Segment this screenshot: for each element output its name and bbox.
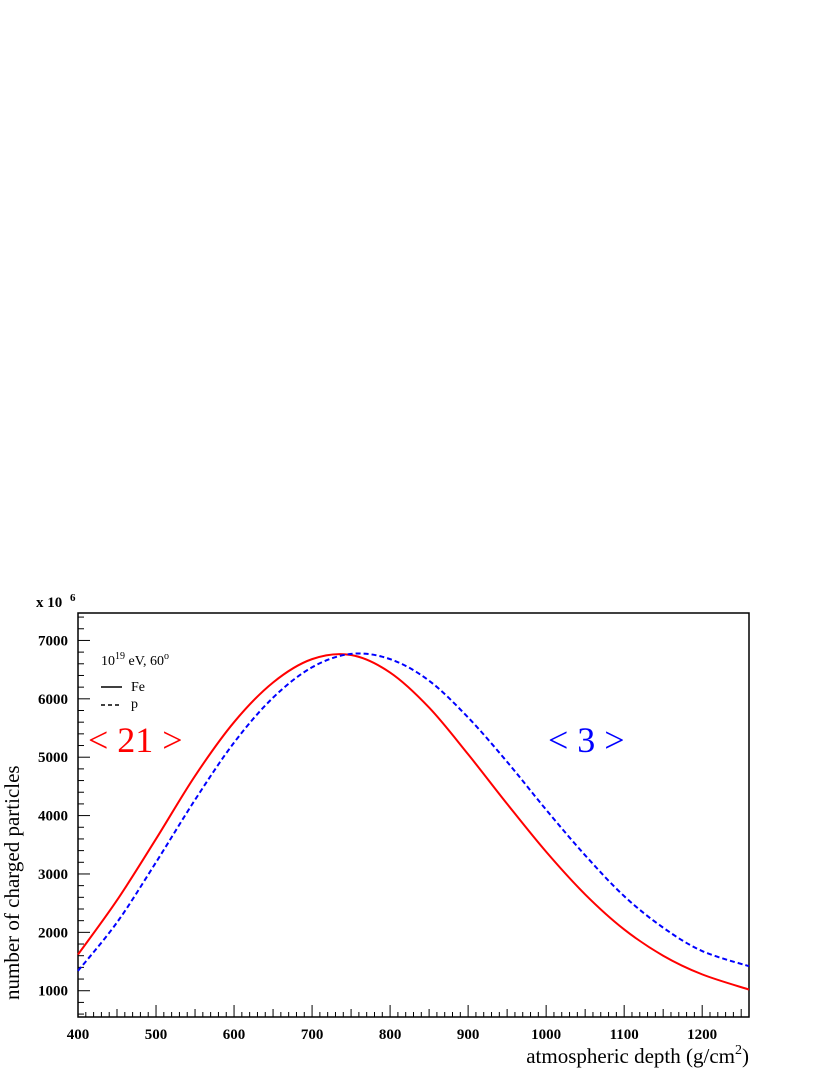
x-tick-label: 900 — [457, 1027, 480, 1043]
series-layer — [77, 652, 750, 991]
axis-ticks — [77, 616, 750, 1017]
y-multiplier: x 10 6 — [36, 592, 76, 611]
legend-title: 1019 eV, 60o — [101, 651, 169, 669]
x-tick-label: 500 — [145, 1027, 168, 1043]
x-axis-title-main: atmospheric depth (g/cm — [526, 1044, 735, 1068]
y-tick-label: 2000 — [38, 925, 68, 941]
y-multiplier-prefix: x 10 — [36, 595, 62, 611]
series-line-p — [77, 652, 750, 972]
y-tick-label: 4000 — [38, 809, 68, 825]
x-tick-label: 1000 — [531, 1027, 561, 1043]
x-tick-label: 800 — [379, 1027, 402, 1043]
annotation-p-ratio: < 3 > — [548, 720, 625, 760]
legend-label-fe: Fe — [131, 680, 145, 695]
x-axis-title: atmospheric depth (g/cm2) — [526, 1043, 749, 1068]
x-tick-label: 600 — [223, 1027, 246, 1043]
legend-label-p: p — [131, 697, 138, 712]
x-tick-label: 1100 — [610, 1027, 639, 1043]
legend: 1019 eV, 60o Fe p — [101, 651, 169, 712]
y-multiplier-exp: 6 — [70, 592, 76, 604]
x-axis-title-tail: ) — [742, 1044, 749, 1068]
x-tick-label: 400 — [67, 1027, 90, 1043]
y-tick-label: 5000 — [38, 750, 68, 766]
x-tick-label: 700 — [301, 1027, 324, 1043]
y-tick-label: 1000 — [38, 984, 68, 1000]
y-tick-label: 7000 — [38, 633, 68, 649]
plot-frame — [77, 612, 750, 1018]
y-tick-label: 3000 — [38, 867, 68, 883]
y-tick-label: 6000 — [38, 692, 68, 708]
x-tick-label: 1200 — [687, 1027, 717, 1043]
series-line-fe — [77, 653, 750, 991]
plot-area: 400 500 600 700 800 900 1000 1100 1200 1000 2000 30… — [38, 612, 750, 1043]
axis-tick-labels: 400 500 600 700 800 900 1000 1100 1200 1000 2000 30… — [38, 633, 717, 1043]
x-axis-title-sup: 2 — [735, 1043, 742, 1058]
y-axis-title: number of charged particles — [0, 765, 24, 1000]
annotation-fe-ratio: < 21 > — [88, 720, 183, 760]
